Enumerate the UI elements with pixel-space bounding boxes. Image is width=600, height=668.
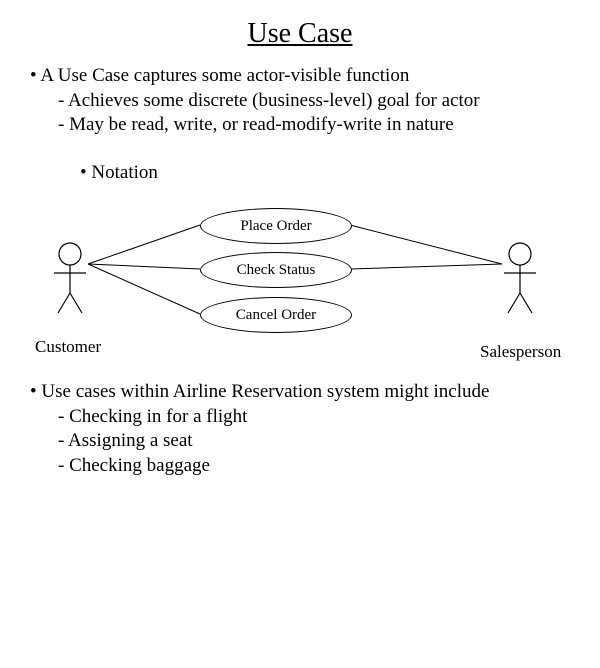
edge-salesperson-place (350, 225, 502, 264)
bullet-sub-1a: - Achieves some discrete (business-level… (30, 89, 570, 114)
bullet-main-2: • Use cases within Airline Reservation s… (30, 380, 570, 405)
notation-label: • Notation (80, 162, 600, 184)
bullet-sub-1b: - May be read, write, or read-modify-wri… (30, 113, 570, 138)
actor-salesperson-label: Salesperson (480, 342, 561, 362)
edge-salesperson-check (350, 264, 502, 269)
bullet-sub-2a: - Checking in for a flight (30, 405, 570, 430)
airline-block: • Use cases within Airline Reservation s… (0, 380, 600, 479)
actor-customer-icon (50, 242, 90, 322)
actor-salesperson-icon (500, 242, 540, 322)
bullet-main-1: • A Use Case captures some actor-visible… (30, 64, 570, 89)
actor-customer-label: Customer (35, 337, 101, 357)
bullet-sub-2b: - Assigning a seat (30, 429, 570, 454)
usecase-check: Check Status (200, 252, 352, 288)
use-case-diagram: Place Order Check Status Cancel Order Custo… (0, 192, 600, 372)
intro-block: • A Use Case captures some actor-visible… (0, 64, 600, 138)
usecase-cancel: Cancel Order (200, 297, 352, 333)
bullet-sub-2c: - Checking baggage (30, 454, 570, 479)
page-title: Use Case (0, 18, 600, 50)
usecase-place: Place Order (200, 208, 352, 244)
edge-customer-cancel (88, 264, 200, 314)
edge-customer-check (88, 264, 200, 269)
edge-customer-place (88, 225, 200, 264)
